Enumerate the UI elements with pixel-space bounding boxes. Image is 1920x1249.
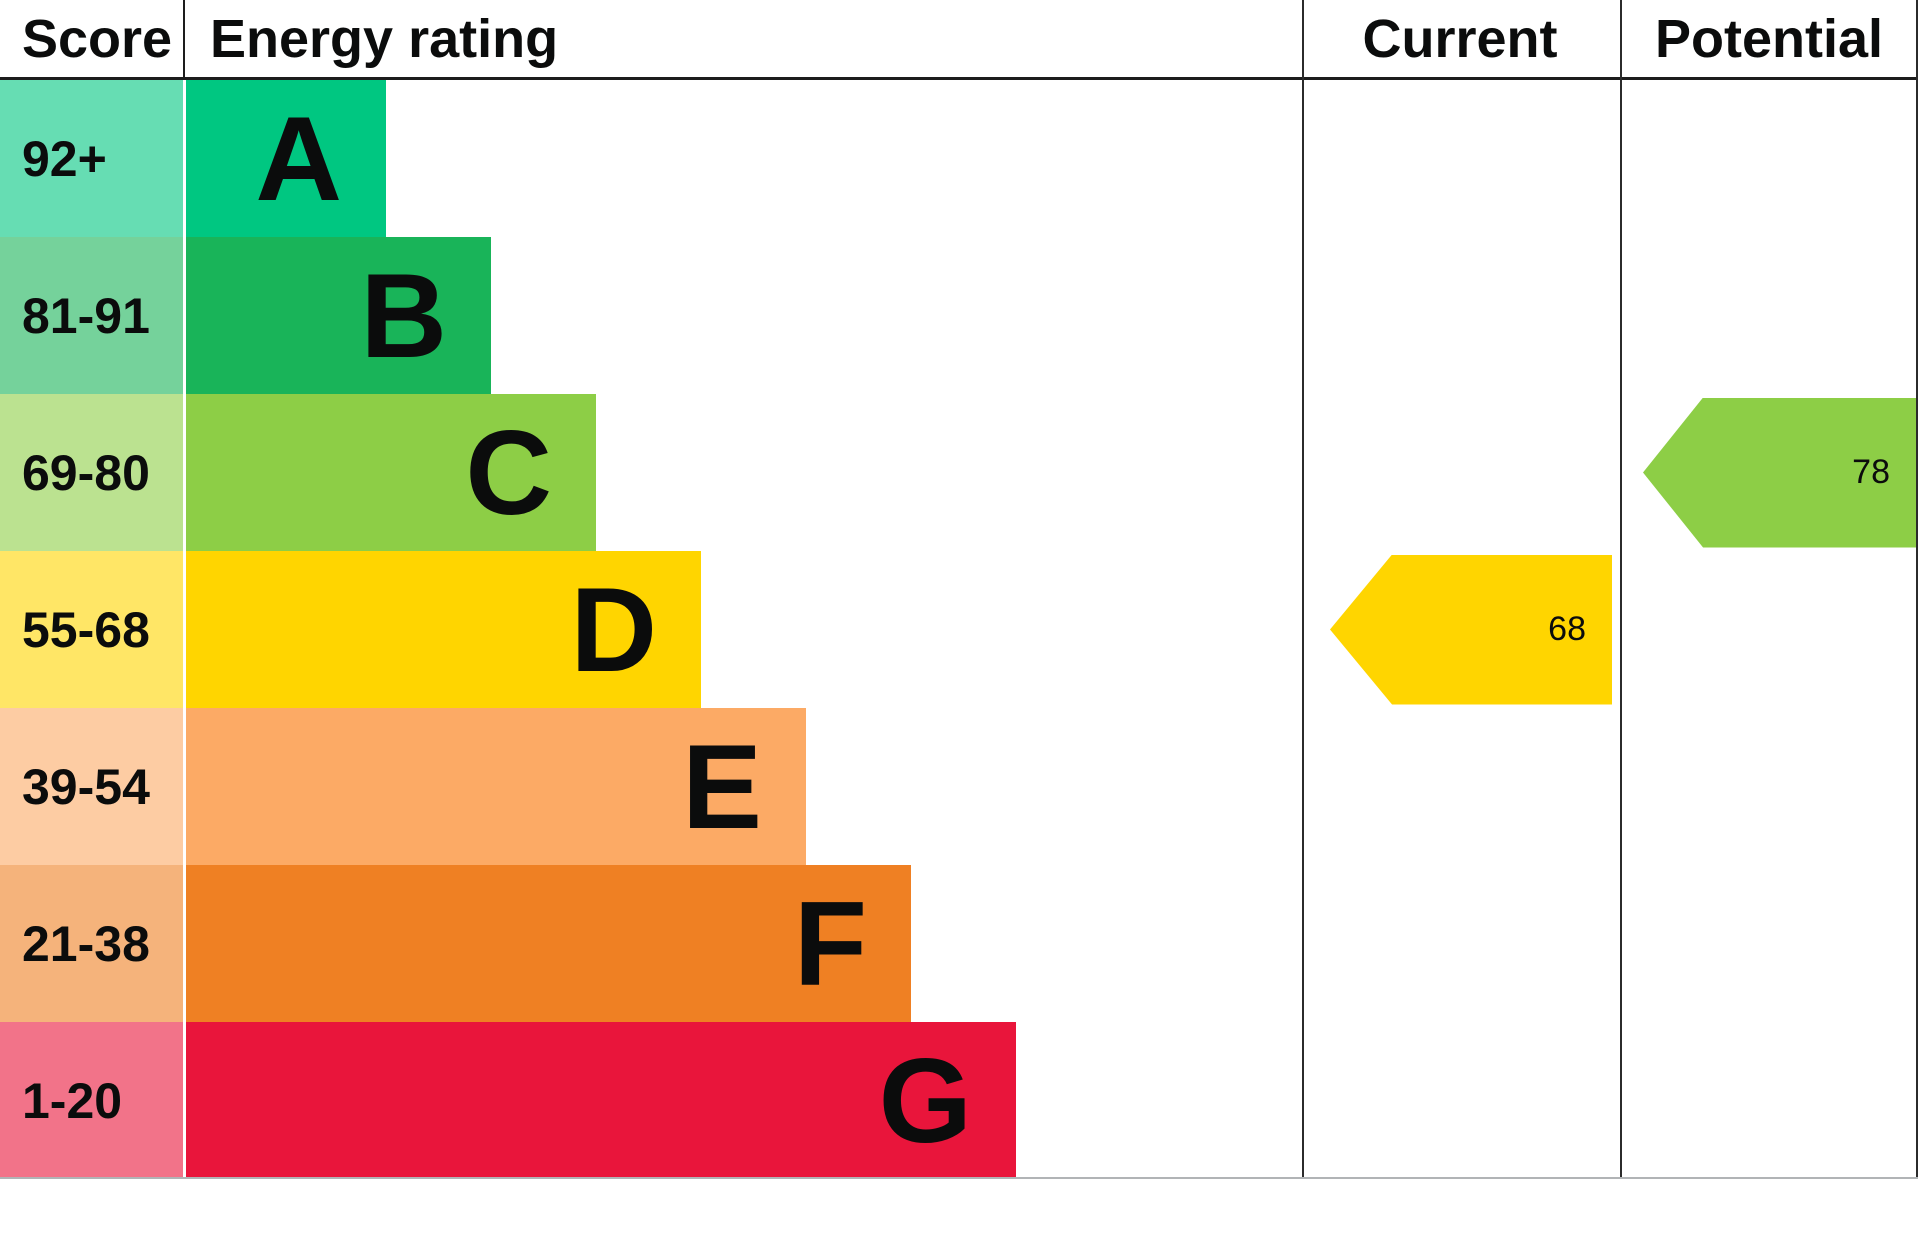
- rating-bar-d: D: [186, 551, 701, 708]
- score-range-a: 92+: [0, 80, 183, 237]
- band-row-c: 69-80 C: [0, 394, 1302, 551]
- band-row-a: 92+ A: [0, 80, 1302, 237]
- rating-bar-f: F: [186, 865, 911, 1022]
- rating-bar-b: B: [186, 237, 491, 394]
- current-column-divider-line: [1302, 0, 1304, 1179]
- rating-bar-e: E: [186, 708, 806, 865]
- score-column-header: Score: [22, 9, 173, 69]
- rating-bar-a: A: [186, 80, 386, 237]
- rating-letter-c: C: [465, 405, 552, 540]
- chart-bottom-border-line: [0, 1177, 1918, 1179]
- score-range-b: 81-91: [0, 237, 183, 394]
- band-row-e: 39-54 E: [0, 708, 1302, 865]
- score-range-c: 69-80: [0, 394, 183, 551]
- rating-letter-d: D: [570, 562, 657, 697]
- rating-letter-b: B: [360, 248, 447, 383]
- band-row-f: 21-38 F: [0, 865, 1302, 1022]
- rating-bar-c: C: [186, 394, 596, 551]
- rating-letter-a: A: [255, 91, 342, 226]
- rating-letter-g: G: [878, 1033, 972, 1168]
- band-row-d: 55-68 D: [0, 551, 1302, 708]
- score-range-f: 21-38: [0, 865, 183, 1022]
- current-column-header: Current: [1362, 9, 1558, 69]
- potential-column-header: Potential: [1654, 9, 1884, 69]
- right-border-line: [1916, 0, 1918, 1179]
- score-range-e: 39-54: [0, 708, 183, 865]
- current-rating-value: 68: [1548, 610, 1586, 648]
- potential-rating-value: 78: [1852, 453, 1890, 491]
- rating-bands: 92+ A 81-91 B 69-80 C 55-68 D 39-54 E 21-38 F 1-20 G: [0, 80, 1302, 1179]
- rating-letter-f: F: [793, 876, 867, 1011]
- current-rating-arrow: 68: [1330, 554, 1612, 705]
- potential-column-divider-line: [1620, 0, 1622, 1179]
- energy-rating-column-header: Energy rating: [210, 9, 559, 69]
- band-row-g: 1-20 G: [0, 1022, 1302, 1179]
- rating-letter-e: E: [681, 719, 762, 854]
- score-range-g: 1-20: [0, 1022, 183, 1179]
- potential-rating-arrow: 78: [1643, 397, 1916, 548]
- score-header-divider-line: [183, 0, 185, 78]
- header-divider-line: [0, 77, 1918, 80]
- rating-bar-g: G: [186, 1022, 1016, 1179]
- band-row-b: 81-91 B: [0, 237, 1302, 394]
- score-range-d: 55-68: [0, 551, 183, 708]
